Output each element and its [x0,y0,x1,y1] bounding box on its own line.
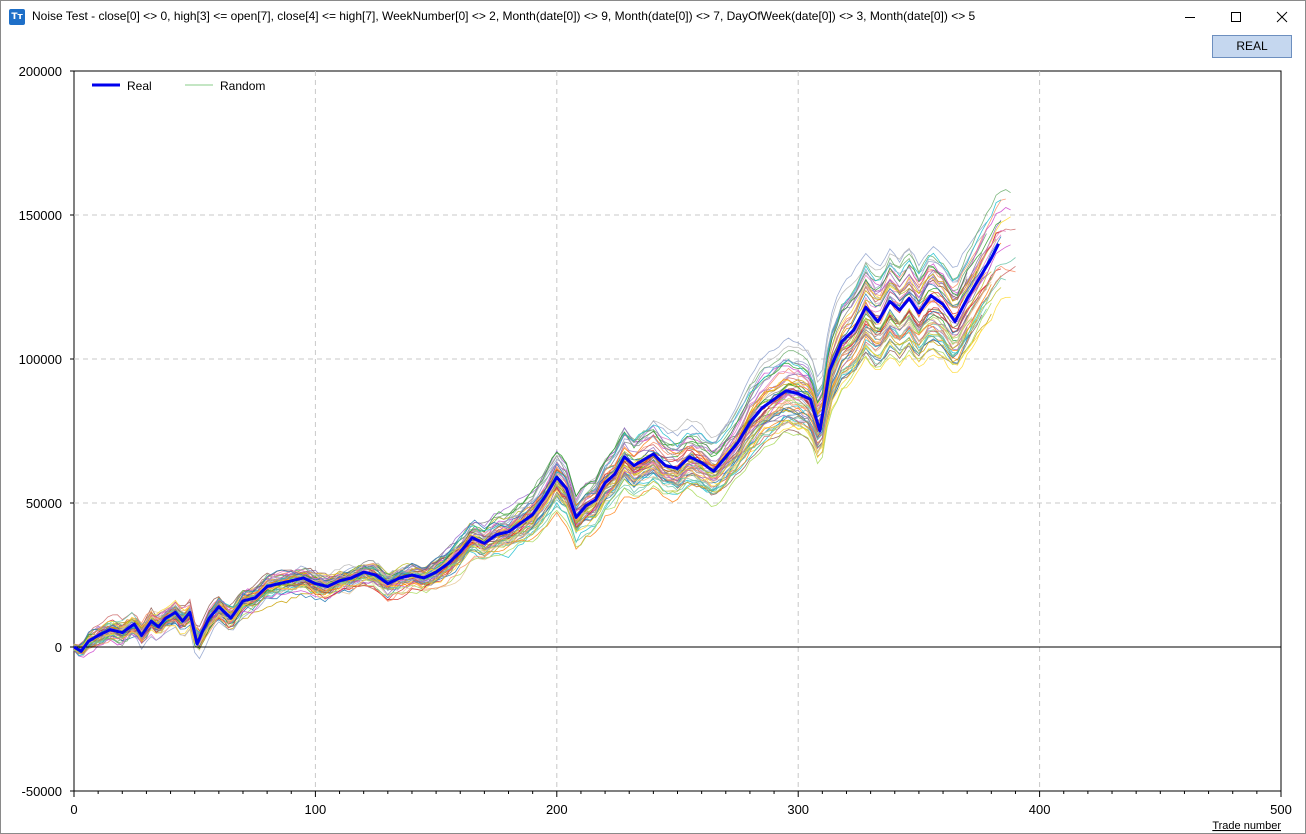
random-series-line [73,199,1002,657]
real-button[interactable]: REAL [1212,35,1292,58]
x-tick-label: 300 [787,802,809,817]
x-tick-label: 0 [70,802,77,817]
window-title: Noise Test - close[0] <> 0, high[3] <= o… [32,9,976,23]
x-tick-label: 100 [305,802,327,817]
x-tick-label: 500 [1270,802,1292,817]
close-button[interactable] [1259,1,1305,32]
random-series-line [73,308,968,647]
x-tick-label: 400 [1029,802,1051,817]
legend-random-label: Random [220,79,265,93]
random-series-line [73,221,1002,650]
close-icon [1276,11,1288,22]
maximize-icon [1231,11,1241,22]
chart-legend: Real Random [92,79,265,93]
random-series-line [73,309,973,651]
y-tick-label: 100000 [19,352,62,367]
minimize-icon [1185,16,1195,18]
axis-ticks: -50000 0 50000 100000 150000 200000 0 100 200 300… [19,64,1292,817]
y-tick-label: 200000 [19,64,62,79]
y-tick-label: 0 [55,640,62,655]
x-axis-label: Trade number [1212,820,1281,832]
title-bar[interactable]: Tт Noise Test - close[0] <> 0, high[3] <… [1,1,1305,32]
y-tick-label: 50000 [26,496,62,511]
maximize-button[interactable] [1213,1,1259,32]
plot-area [73,70,1282,792]
random-series-line [73,189,1011,654]
real-series-line [73,243,1000,653]
random-series-line [73,242,1002,654]
grid-lines [74,71,1281,791]
minimize-button[interactable] [1167,1,1213,32]
legend-real-label: Real [127,79,152,93]
random-series-line [73,296,1011,648]
random-series-line [73,207,1011,654]
app-icon: Tт [9,9,25,25]
x-tick-label: 200 [546,802,568,817]
y-tick-label: 150000 [19,208,62,223]
y-tick-label: -50000 [22,784,62,799]
real-series-group [73,243,1000,653]
